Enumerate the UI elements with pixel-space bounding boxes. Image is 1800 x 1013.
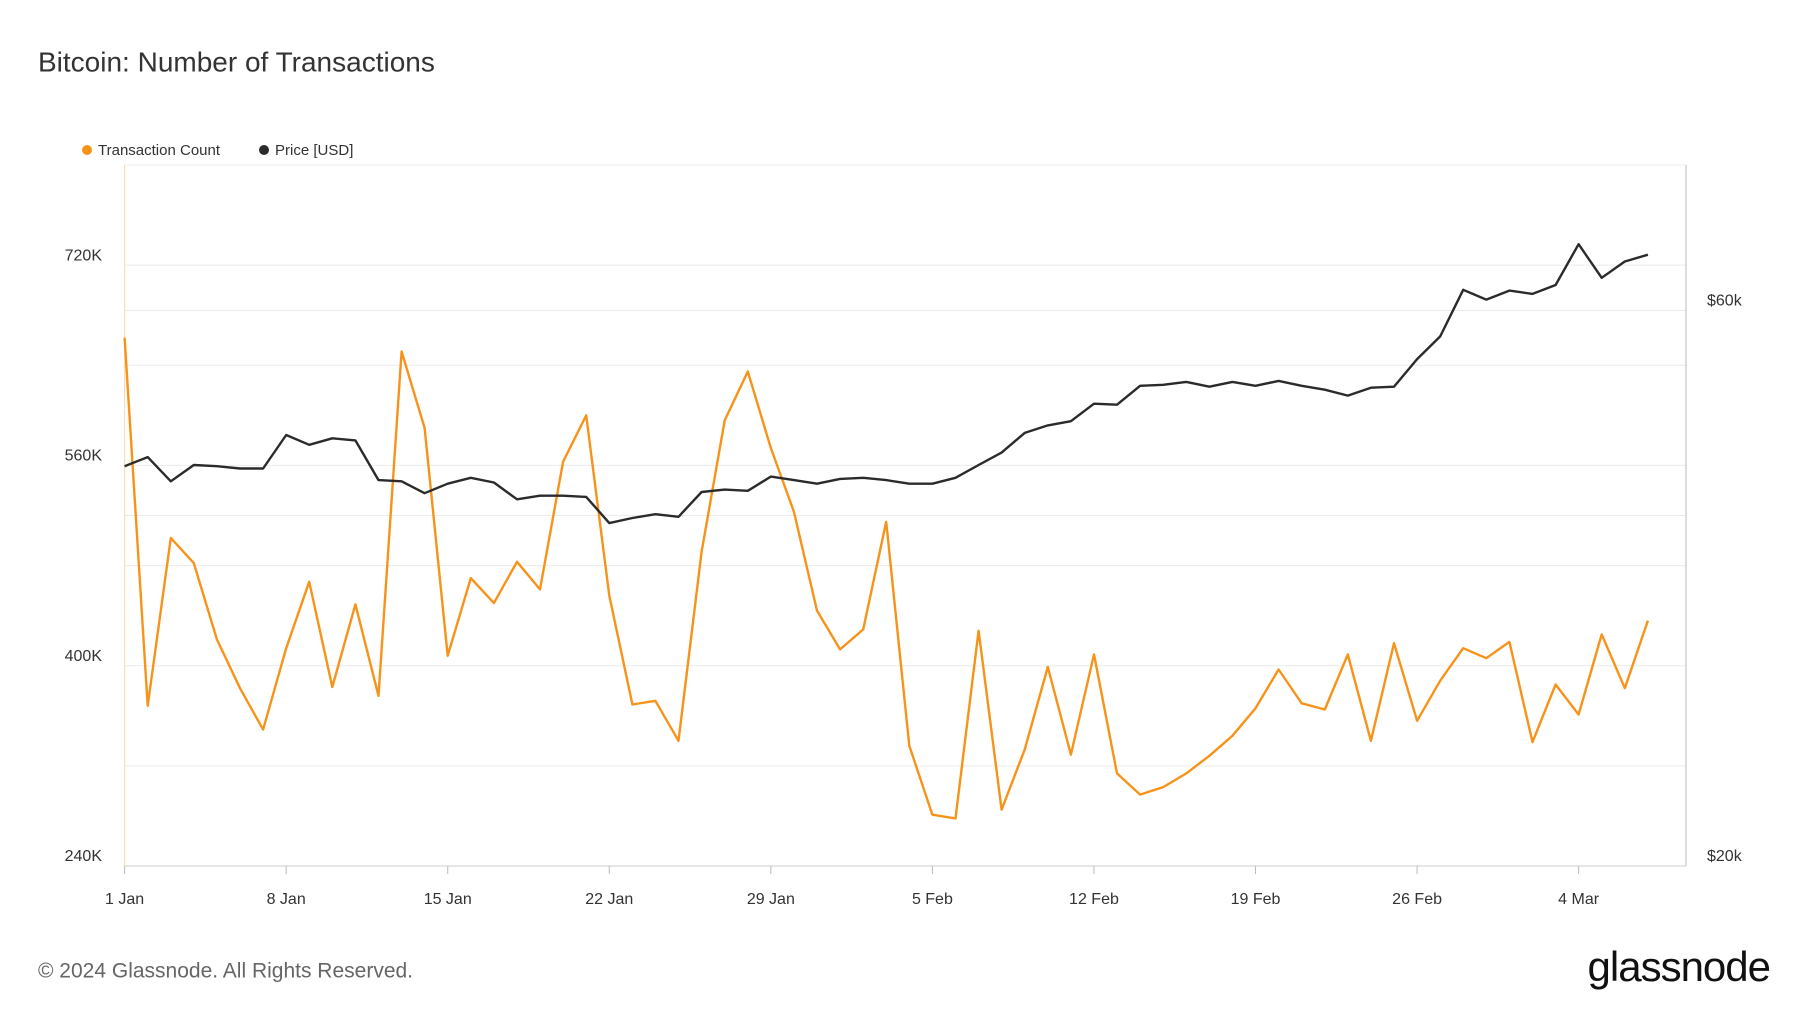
legend-label: Price [USD] [275,142,353,159]
copyright: © 2024 Glassnode. All Rights Reserved. [38,960,413,983]
x-tick-label: 15 Jan [424,891,472,908]
legend-label: Transaction Count [98,142,221,159]
series-line [123,337,1650,820]
x-tick-label: 26 Feb [1392,891,1442,908]
brand-logo: glassnode [1588,943,1770,990]
x-tick-label: 29 Jan [747,891,795,908]
x-tick-label: 4 Mar [1558,891,1600,908]
y2-tick-label: $60k [1707,293,1743,310]
x-tick-label: 8 Jan [267,891,306,908]
chart-title: Bitcoin: Number of Transactions [38,46,435,77]
y-tick-label: 400K [65,648,103,665]
y-tick-label: 720K [65,247,103,264]
legend-marker [82,145,92,155]
x-tick-label: 5 Feb [912,891,953,908]
x-tick-label: 22 Jan [585,891,633,908]
y-tick-label: 560K [65,448,103,465]
y2-tick-label: $20k [1707,848,1743,865]
legend-marker [259,145,270,155]
x-tick-label: 19 Feb [1231,891,1281,908]
x-tick-label: 1 Jan [105,891,144,908]
x-tick-label: 12 Feb [1069,891,1119,908]
y-tick-label: 240K [65,848,103,865]
series-line [124,243,1649,525]
